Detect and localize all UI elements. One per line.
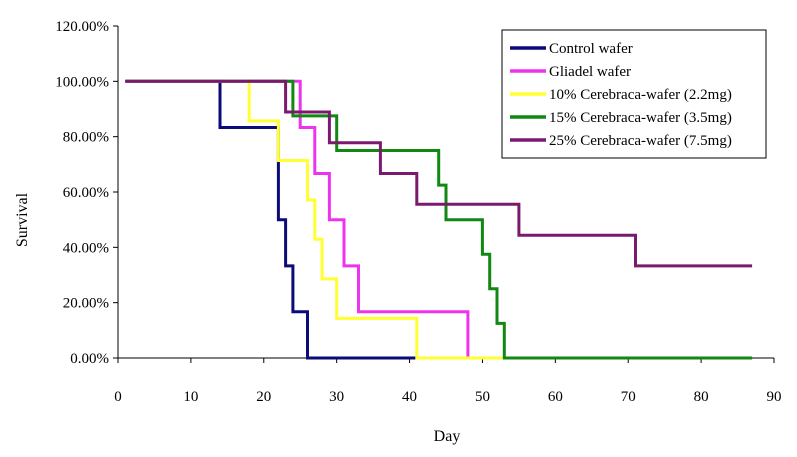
x-tick-label: 30 bbox=[329, 389, 344, 405]
x-axis-title: Day bbox=[434, 428, 461, 445]
y-tick-label: 100.00% bbox=[55, 74, 109, 90]
series-line-2 bbox=[125, 79, 470, 358]
x-tick-label: 90 bbox=[767, 389, 782, 405]
series-line-5 bbox=[125, 79, 753, 268]
y-tick-label: 40.00% bbox=[63, 240, 109, 256]
y-axis: 0.00% 20.00% 40.00% 60.00% 80.00% 100.00% 120.… bbox=[55, 19, 119, 367]
x-axis: 0 10 20 30 40 50 60 70 80 90 bbox=[114, 357, 782, 405]
x-tick-label: 10 bbox=[183, 389, 198, 405]
y-tick-label: 60.00% bbox=[63, 185, 109, 201]
legend-label-5: 25% Cerebraca-wafer (7.5mg) bbox=[549, 133, 732, 149]
x-tick-label: 70 bbox=[621, 389, 636, 405]
x-tick-label: 0 bbox=[114, 389, 122, 405]
y-tick-label: 120.00% bbox=[55, 19, 109, 35]
y-tick-label: 0.00% bbox=[70, 351, 109, 367]
x-tick-label: 80 bbox=[694, 389, 709, 405]
legend-label-2: Gliadel wafer bbox=[549, 64, 631, 80]
legend-label-4: 15% Cerebraca-wafer (3.5mg) bbox=[549, 110, 732, 126]
series-line-3 bbox=[125, 79, 505, 360]
y-tick-label: 20.00% bbox=[63, 296, 109, 312]
legend: Control wafer Gliadel wafer 10% Cerebraca-… bbox=[501, 29, 767, 159]
legend-label-1: Control wafer bbox=[549, 41, 633, 57]
series-line-1 bbox=[125, 79, 417, 360]
x-tick-label: 40 bbox=[402, 389, 417, 405]
legend-label-3: 10% Cerebraca-wafer (2.2mg) bbox=[549, 87, 732, 103]
y-tick-label: 80.00% bbox=[63, 130, 109, 146]
series-layer bbox=[125, 79, 753, 360]
y-axis-title: Survival bbox=[14, 192, 31, 247]
x-tick-label: 60 bbox=[548, 389, 563, 405]
x-tick-label: 20 bbox=[256, 389, 271, 405]
x-tick-label: 50 bbox=[475, 389, 490, 405]
